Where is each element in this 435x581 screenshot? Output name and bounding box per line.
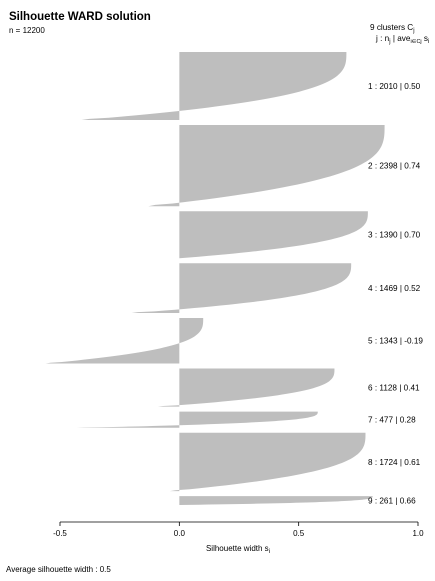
- cluster-label-2: 2 : 2398 | 0.74: [368, 162, 421, 171]
- silhouette-cluster-6: [157, 368, 335, 407]
- silhouette-cluster-7: [76, 411, 318, 428]
- x-tick-label-1: 0.0: [174, 529, 186, 538]
- cluster-label-5: 5 : 1343 | -0.19: [368, 337, 423, 346]
- cluster-labels: 1 : 2010 | 0.50 2 : 2398 | 0.74 3 : 1390 |…: [368, 82, 423, 506]
- x-tick-label-3: 1.0: [412, 529, 424, 538]
- cluster-label-9: 9 : 261 | 0.66: [368, 497, 416, 506]
- chart-title: Silhouette WARD solution: [9, 11, 151, 23]
- x-axis-label: Silhouette width si: [206, 544, 270, 555]
- legend-header-line2: j : nj | avei∈Cj si: [375, 34, 429, 45]
- x-tick-label-2: 0.5: [293, 529, 305, 538]
- x-tick-label-0: -0.5: [53, 529, 67, 538]
- silhouette-cluster-2: [148, 125, 385, 207]
- silhouette-cluster-9: [179, 496, 373, 505]
- cluster-label-4: 4 : 1469 | 0.52: [368, 284, 421, 293]
- silhouette-cluster-5: [45, 318, 204, 364]
- silhouette-cluster-3: [179, 211, 368, 259]
- silhouette-bars: [45, 52, 385, 505]
- silhouette-cluster-4: [131, 263, 352, 314]
- cluster-label-1: 1 : 2010 | 0.50: [368, 82, 421, 91]
- cluster-label-3: 3 : 1390 | 0.70: [368, 231, 421, 240]
- silhouette-cluster-8: [169, 432, 366, 492]
- cluster-label-6: 6 : 1128 | 0.41: [368, 384, 420, 393]
- chart-subtitle: n = 12200: [9, 26, 45, 35]
- legend-header-line1: 9 clusters Cj: [370, 23, 415, 34]
- cluster-label-8: 8 : 1724 | 0.61: [368, 458, 421, 467]
- silhouette-cluster-1: [81, 52, 347, 121]
- average-silhouette-footer: Average silhouette width : 0.5: [6, 565, 111, 574]
- x-axis: -0.5 0.0 0.5 1.0: [53, 521, 424, 538]
- cluster-label-7: 7 : 477 | 0.28: [368, 416, 416, 425]
